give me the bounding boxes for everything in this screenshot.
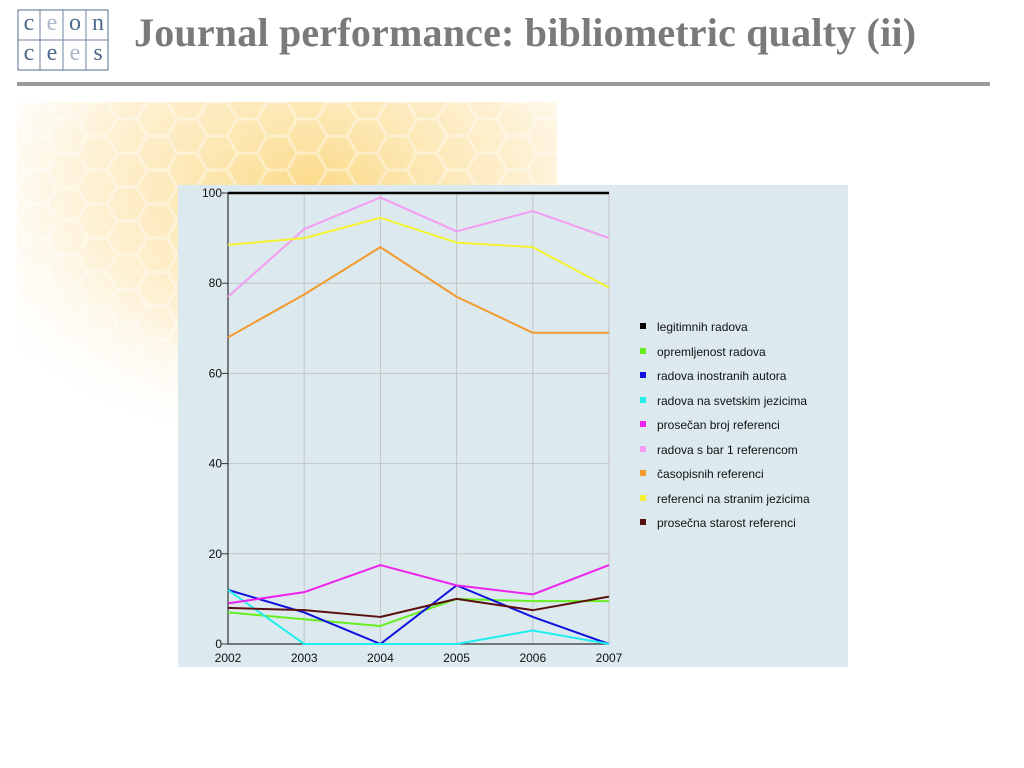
legend-label: časopisnih referenci [657, 467, 764, 481]
x-tick-label: 2007 [596, 651, 623, 665]
y-tick-label: 80 [209, 276, 223, 290]
logo-letter: e [46, 10, 58, 36]
legend-swatch [640, 470, 646, 476]
legend-swatch [640, 445, 646, 452]
legend-swatch [640, 421, 646, 427]
series-line [227, 216, 610, 289]
series-line [227, 589, 610, 645]
ceon-cees-logo: c e o n c e e s [17, 9, 109, 71]
legend-swatch [640, 494, 646, 501]
tick-labels: 2002 2003 2004 2005 2006 2007 0 20 40 60 80 100 [202, 186, 623, 665]
series-lines [227, 191, 610, 645]
x-tick-label: 2002 [215, 651, 242, 665]
logo-letter: o [69, 10, 81, 36]
legend-label: radova inostranih autora [657, 369, 787, 383]
logo-grid [17, 9, 109, 71]
series-line [227, 597, 609, 627]
chart-background [178, 185, 848, 667]
series-line [227, 564, 610, 605]
x-tick-label: 2005 [443, 651, 470, 665]
x-tick-label: 2004 [367, 651, 394, 665]
y-tick-label: 20 [209, 547, 223, 561]
legend-label: prosečan broj referenci [657, 418, 780, 432]
y-tick-label: 40 [209, 457, 223, 471]
legend-swatch [640, 519, 646, 525]
legend-swatch [640, 347, 646, 354]
y-tick-label: 0 [215, 637, 222, 651]
legend-label: radova s bar 1 referencom [657, 442, 798, 457]
legend-label: opremljenost radova [657, 344, 766, 359]
legend-label: radova na svetskim jezicima [657, 393, 808, 408]
logo-letter: s [93, 40, 103, 66]
legend-label: referenci na stranim jezicima [657, 491, 810, 506]
logo-letter: e [69, 40, 81, 66]
line-chart: 2002 2003 2004 2005 2006 2007 0 20 40 60 80 100 [178, 185, 848, 680]
x-tick-label: 2006 [519, 651, 546, 665]
y-tick-label: 60 [209, 366, 223, 380]
logo-letter: n [92, 10, 104, 36]
series-line [227, 196, 610, 298]
logo-letter: c [23, 10, 35, 36]
series-line [227, 246, 609, 339]
title-divider [17, 82, 990, 86]
logo-letter: c [23, 40, 35, 66]
legend-label: legitimnih radova [657, 320, 748, 334]
series-line [227, 584, 610, 645]
legend-label: prosečna starost referenci [657, 516, 796, 530]
slide-title: Journal performance: bibliometric qualty… [134, 10, 917, 55]
y-tick-label: 100 [202, 186, 222, 200]
legend-swatch [640, 372, 646, 378]
legend-swatch [640, 396, 646, 403]
legend-swatch [640, 323, 646, 329]
series-line [227, 595, 610, 618]
x-tick-label: 2003 [291, 651, 318, 665]
logo-letter: e [46, 40, 58, 66]
chart-canvas: 2002 2003 2004 2005 2006 2007 0 20 40 60 80 100 [178, 185, 848, 680]
